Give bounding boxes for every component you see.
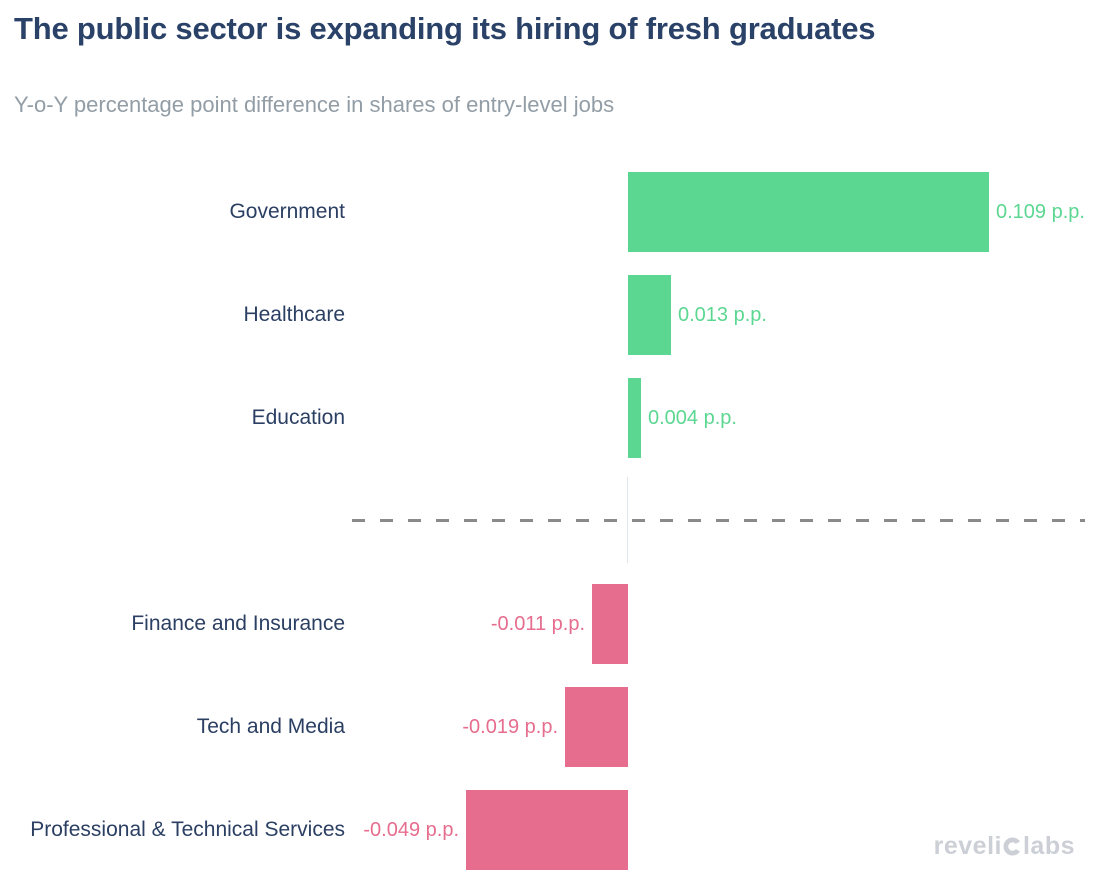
category-label: Professional & Technical Services (30, 818, 345, 841)
bar-positive (628, 275, 671, 355)
value-label: 0.004 p.p. (648, 407, 737, 429)
logo-text-reveli: reveli (933, 832, 1002, 860)
logo-text-labs: labs (1022, 832, 1075, 860)
revelio-labs-logo: reveli labs (934, 832, 1075, 861)
value-label: 0.013 p.p. (678, 304, 767, 326)
chart-title: The public sector is expanding its hirin… (14, 11, 876, 46)
value-label: -0.011 p.p. (490, 613, 585, 635)
category-label: Healthcare (243, 303, 345, 326)
value-label: -0.049 p.p. (363, 819, 459, 841)
bar-positive (628, 172, 989, 252)
category-label: Finance and Insurance (131, 612, 345, 635)
chart-subtitle: Y-o-Y percentage point difference in sha… (14, 92, 615, 117)
logo-o-icon (1003, 837, 1022, 856)
value-label: -0.019 p.p. (462, 716, 558, 738)
bar-negative (466, 790, 628, 870)
dashed-divider-line (352, 519, 1085, 522)
value-label: 0.109 p.p. (996, 201, 1085, 223)
category-label: Education (251, 406, 345, 429)
bar-negative (592, 584, 628, 664)
category-label: Tech and Media (196, 715, 345, 738)
bar-negative (565, 687, 628, 767)
category-label: Government (229, 200, 345, 223)
bar-positive (628, 378, 641, 458)
